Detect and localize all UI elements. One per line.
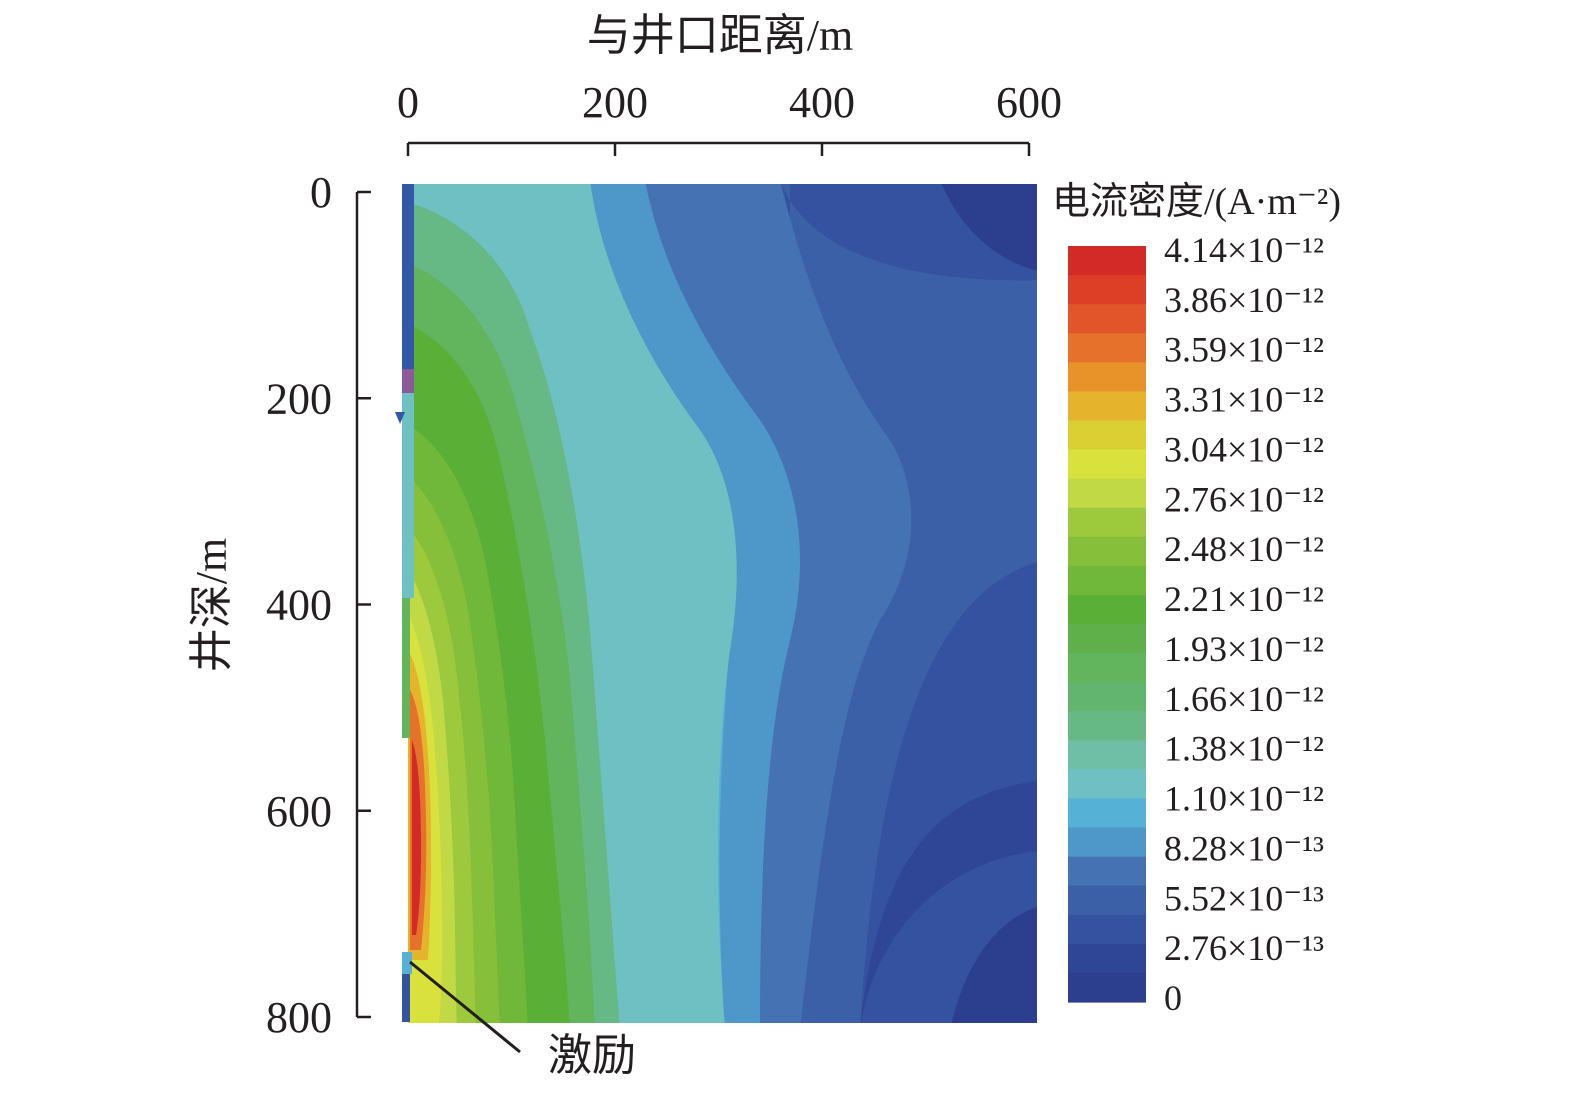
- x-tick-label: 400: [789, 78, 855, 127]
- well-marker-triangle: [395, 412, 405, 424]
- well-strip: [395, 184, 414, 1022]
- colorbar-bands: [1068, 246, 1146, 1003]
- well-strip-lower: [402, 423, 414, 598]
- y-tick-label: 0: [310, 168, 332, 217]
- colorbar-band: [1068, 507, 1146, 538]
- colorbar-band: [1068, 653, 1146, 683]
- y-tick-label: 800: [266, 993, 332, 1042]
- colorbar-label: 3.59×10⁻¹²: [1164, 330, 1324, 370]
- x-axis: 0 200 400 600 与井口距离/m: [397, 11, 1062, 156]
- colorbar-label: 2.48×10⁻¹²: [1164, 529, 1324, 569]
- colorbar-label: 2.76×10⁻¹²: [1164, 479, 1324, 519]
- y-ticks: 0 200 400 600 800: [266, 168, 371, 1042]
- band-level-1b: [941, 184, 1037, 271]
- band-level-18: [412, 740, 421, 935]
- colorbar-band: [1068, 478, 1146, 509]
- colorbar-labels: 4.14×10⁻¹² 3.86×10⁻¹² 3.59×10⁻¹² 3.31×10⁻¹²…: [1164, 230, 1324, 1018]
- x-ticks: 0 200 400 600: [397, 78, 1062, 156]
- y-tick-label: 200: [266, 374, 332, 423]
- colorbar-band: [1068, 362, 1146, 392]
- colorbar-label: 4.14×10⁻¹²: [1164, 230, 1324, 270]
- colorbar-band: [1068, 769, 1146, 800]
- x-tick-label: 200: [582, 78, 648, 127]
- well-strip-green: [402, 598, 410, 738]
- well-strip-mid: [402, 393, 414, 423]
- colorbar-band: [1068, 333, 1146, 363]
- colorbar-label: 2.76×10⁻¹³: [1164, 928, 1324, 968]
- y-tick-label: 400: [266, 581, 332, 630]
- colorbar-band: [1068, 449, 1146, 480]
- well-strip-marker: [402, 369, 414, 393]
- annotation-excitation: 激励: [409, 960, 636, 1080]
- colorbar-label: 1.93×10⁻¹²: [1164, 629, 1324, 669]
- x-tick-label: 0: [397, 78, 419, 127]
- colorbar-band: [1068, 594, 1146, 625]
- colorbar-band: [1068, 536, 1146, 567]
- x-tick-label: 600: [996, 78, 1062, 127]
- x-axis-title: 与井口距离/m: [587, 11, 853, 60]
- colorbar-label: 3.04×10⁻¹²: [1164, 429, 1324, 469]
- colorbar-label: 5.52×10⁻¹³: [1164, 878, 1324, 918]
- colorbar-band: [1068, 914, 1146, 945]
- band-level-1c: [951, 907, 1037, 1023]
- well-strip-bottom: [402, 974, 410, 1022]
- colorbar-band: [1068, 565, 1146, 596]
- colorbar-band: [1068, 420, 1146, 451]
- colorbar-label: 1.38×10⁻¹²: [1164, 729, 1324, 769]
- contour-field: [408, 184, 1037, 1023]
- colorbar-band: [1068, 856, 1146, 887]
- colorbar-band: [1068, 391, 1146, 422]
- colorbar-band: [1068, 275, 1146, 305]
- colorbar-label: 2.21×10⁻¹²: [1164, 579, 1324, 619]
- colorbar-band: [1068, 885, 1146, 916]
- colorbar-band: [1068, 740, 1146, 770]
- colorbar-band: [1068, 943, 1146, 974]
- colorbar-band: [1068, 972, 1146, 1003]
- colorbar-band: [1068, 798, 1146, 829]
- colorbar-band: [1068, 246, 1146, 276]
- colorbar-band: [1068, 624, 1146, 654]
- colorbar-title: 电流密度/(A·m⁻²): [1052, 181, 1341, 223]
- colorbar-label: 3.86×10⁻¹²: [1164, 280, 1324, 320]
- colorbar-band: [1068, 711, 1146, 741]
- annotation-label: 激励: [548, 1031, 636, 1080]
- well-strip-source: [402, 952, 412, 974]
- colorbar-band: [1068, 682, 1146, 712]
- y-axis-title: 井深/m: [187, 538, 236, 672]
- colorbar-label: 3.31×10⁻¹²: [1164, 380, 1324, 420]
- annotation-leader-line: [409, 960, 521, 1054]
- well-strip-upper: [402, 184, 414, 369]
- colorbar-band: [1068, 304, 1146, 334]
- colorbar-label: 0: [1164, 978, 1182, 1018]
- colorbar-label: 1.66×10⁻¹²: [1164, 679, 1324, 719]
- y-axis: 0 200 400 600 800 井深/m: [187, 168, 371, 1042]
- colorbar-label: 1.10×10⁻¹²: [1164, 779, 1324, 819]
- colorbar-band: [1068, 827, 1146, 858]
- colorbar-label: 8.28×10⁻¹³: [1164, 828, 1324, 868]
- y-tick-label: 600: [266, 787, 332, 836]
- colorbar: 电流密度/(A·m⁻²) 4.14×10⁻¹² 3.86×10⁻¹² 3.59×10…: [1052, 181, 1341, 1018]
